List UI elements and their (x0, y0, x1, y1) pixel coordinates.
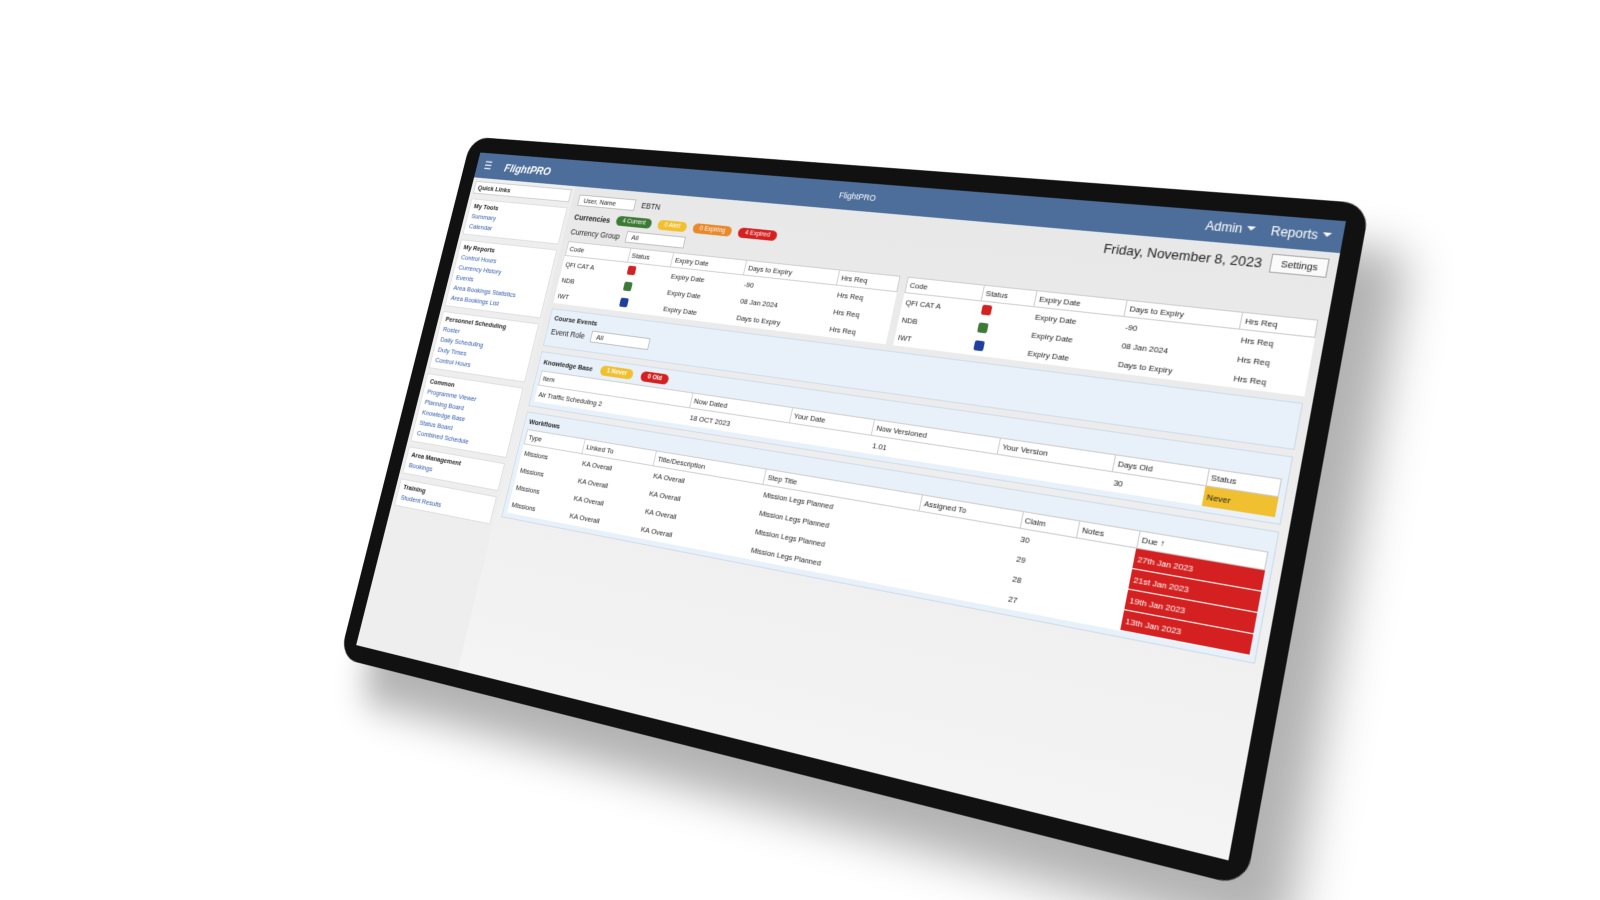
screen: ☰ FlightPRO FlightPRO Admin Reports Quick… (356, 152, 1346, 861)
menu-icon[interactable]: ☰ (482, 159, 494, 172)
body: Quick Links My Tools Summary Calendar My Re… (356, 177, 1341, 861)
badge[interactable]: 4 Current (615, 215, 653, 229)
role-select[interactable]: All (589, 330, 651, 351)
sidebar-section: Personnel Scheduling Roster Daily Scheduli… (428, 311, 540, 383)
status (619, 297, 630, 308)
badge[interactable]: 0 Expiring (691, 223, 733, 237)
badge[interactable]: 0 Old (640, 370, 670, 385)
status (981, 304, 993, 316)
currencies-title: Currencies (573, 212, 612, 225)
settings[interactable]: Settings (1269, 253, 1330, 278)
wf-title: Workflows (528, 417, 561, 431)
sidebar-section: My Tools Summary Calendar (462, 198, 568, 245)
status (626, 265, 637, 276)
group-select[interactable]: All (624, 231, 687, 249)
base[interactable]: EBTN (640, 201, 662, 212)
menu: Admin Reports (1204, 218, 1333, 243)
main: User, Name EBTN Friday, November 8, 2023… (457, 186, 1341, 861)
status (977, 322, 990, 334)
user[interactable]: User, Name (577, 194, 637, 211)
badge[interactable]: 1 Never (599, 365, 635, 380)
status (623, 281, 634, 292)
menu-item[interactable]: Reports (1270, 224, 1333, 244)
sidebar-section: My Reports Control Hours Currency History E… (444, 239, 558, 319)
app-title: FlightPRO (838, 190, 877, 203)
role-label: Event Role (550, 326, 586, 341)
badge[interactable]: 4 Expired (737, 227, 778, 242)
group-label: Currency Group (569, 226, 621, 241)
logo[interactable]: FlightPRO (503, 160, 553, 178)
status (973, 340, 986, 352)
badge[interactable]: 0 Alert (656, 219, 688, 233)
sidebar-section: Common Programme Viewer Planning Board Know… (410, 373, 524, 458)
menu-item[interactable]: Admin (1204, 218, 1257, 237)
tablet: ☰ FlightPRO FlightPRO Admin Reports Quick… (339, 136, 1371, 887)
